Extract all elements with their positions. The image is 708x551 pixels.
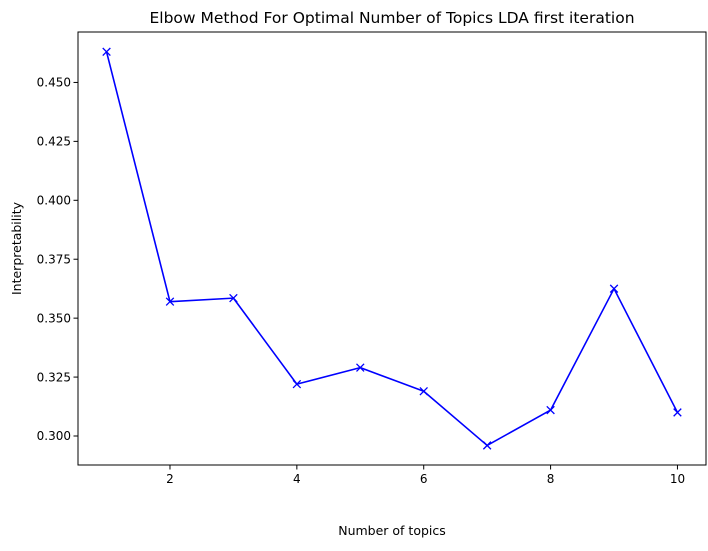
y-tick-label: 0.425: [37, 135, 71, 149]
x-tick-label: 10: [670, 472, 685, 486]
data-point-marker: [102, 47, 111, 57]
data-point-marker: [673, 408, 682, 417]
x-tick-label: 6: [420, 472, 428, 486]
data-point-marker: [546, 405, 555, 415]
x-tick-label: 4: [293, 472, 301, 486]
series-line: [105, 50, 679, 447]
y-axis-label: Interpretability: [9, 201, 24, 295]
x-axis-label: Number of topics: [338, 523, 446, 538]
x-axis-ticks: 2 4 6 8 10: [166, 465, 685, 486]
y-tick-label: 0.325: [37, 370, 71, 384]
data-point-marker: [482, 441, 492, 450]
y-tick-label: 0.400: [37, 193, 71, 207]
y-tick-label: 0.350: [37, 311, 71, 325]
data-point-marker: [229, 293, 238, 303]
y-tick-label: 0.450: [37, 76, 71, 90]
y-tick-label: 0.375: [37, 252, 71, 266]
data-point-marker: [609, 284, 619, 293]
series-layer: [102, 47, 682, 450]
x-tick-label: 8: [547, 472, 555, 486]
chart-title: Elbow Method For Optimal Number of Topic…: [149, 9, 634, 27]
y-tick-label: 0.300: [37, 429, 71, 443]
data-point-marker: [356, 363, 365, 372]
data-point-marker: [292, 379, 302, 389]
x-tick-label: 2: [166, 472, 174, 486]
data-point-marker: [165, 297, 175, 306]
data-point-marker: [419, 386, 428, 396]
y-axis-ticks: 0.300 0.325 0.350 0.375 0.400 0.425 0.450: [37, 76, 78, 443]
plot-frame: [77, 31, 707, 466]
